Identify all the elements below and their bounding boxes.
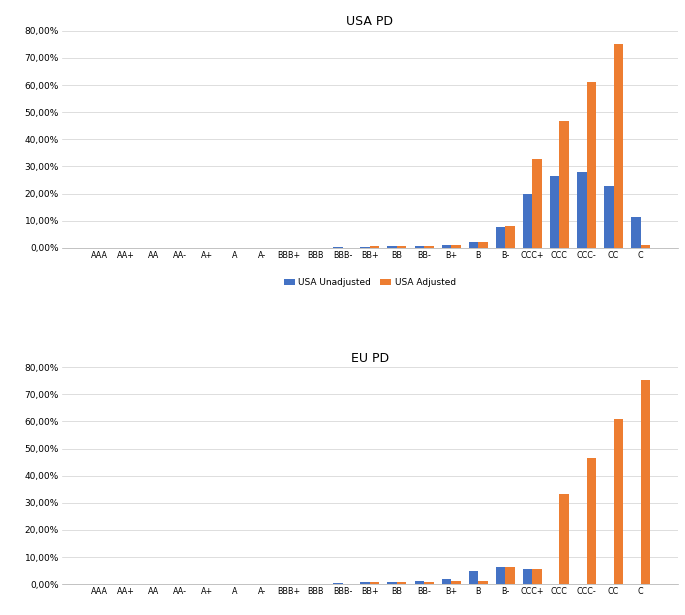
Bar (442, 579, 451, 584)
Bar (469, 242, 478, 248)
Bar (360, 582, 370, 584)
Bar (414, 247, 424, 248)
Bar (532, 159, 542, 248)
Bar (424, 582, 434, 584)
Bar (506, 567, 514, 584)
Bar (614, 419, 623, 584)
Bar (360, 247, 370, 248)
Bar (370, 247, 379, 248)
Bar (550, 176, 560, 248)
Bar (478, 581, 488, 584)
Bar (496, 227, 506, 248)
Bar (560, 494, 569, 584)
Bar (614, 44, 623, 248)
Title: USA PD: USA PD (347, 15, 393, 28)
Bar (451, 245, 460, 248)
Bar (577, 172, 586, 248)
Bar (560, 121, 569, 248)
Bar (496, 567, 506, 584)
Bar (506, 226, 514, 248)
Bar (469, 571, 478, 584)
Bar (397, 582, 406, 584)
Bar (604, 186, 614, 248)
Bar (397, 246, 406, 248)
Bar (388, 247, 397, 248)
Bar (523, 569, 532, 584)
Bar (478, 242, 488, 248)
Bar (640, 380, 650, 584)
Bar (442, 245, 451, 248)
Title: EU PD: EU PD (351, 352, 389, 365)
Bar (424, 246, 434, 248)
Legend: USA Unadjusted, USA Adjusted: USA Unadjusted, USA Adjusted (280, 275, 460, 291)
Bar (388, 582, 397, 584)
Bar (523, 194, 532, 248)
Legend: EU Unadjusted, EU Adjusted: EU Unadjusted, EU Adjusted (287, 611, 453, 615)
Bar (370, 582, 379, 584)
Bar (631, 216, 640, 248)
Bar (414, 581, 424, 584)
Bar (586, 458, 596, 584)
Bar (586, 82, 596, 248)
Bar (451, 581, 460, 584)
Bar (640, 245, 650, 248)
Bar (532, 569, 542, 584)
